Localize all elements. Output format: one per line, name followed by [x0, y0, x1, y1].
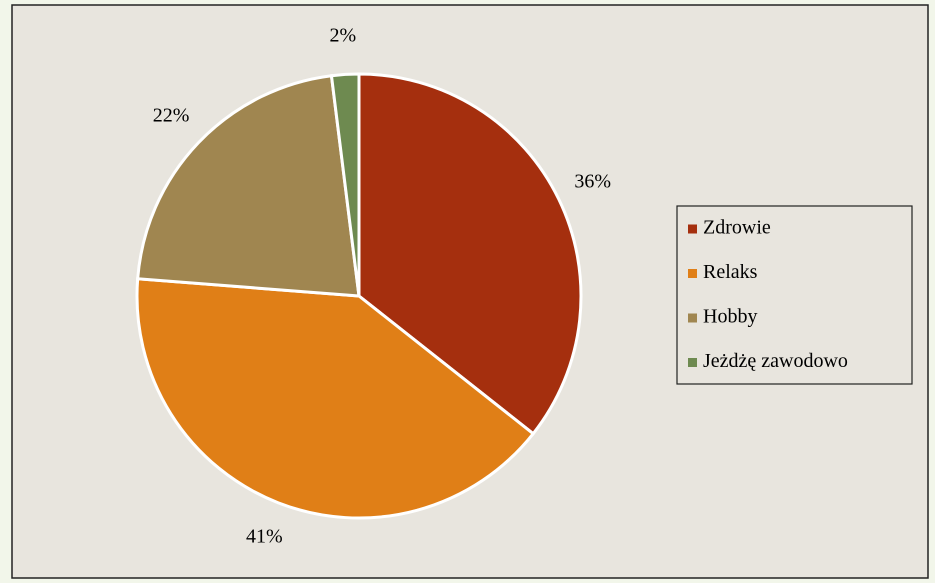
legend-label: Zdrowie — [703, 217, 771, 239]
data-label: 41% — [246, 525, 283, 547]
data-label: 36% — [574, 170, 611, 192]
legend-swatch — [688, 224, 697, 234]
legend-box — [676, 205, 913, 385]
pie-slice — [135, 277, 536, 520]
pie-slice — [357, 72, 583, 436]
pie-slice — [136, 74, 361, 298]
legend-swatch — [688, 313, 697, 323]
data-label: 2% — [330, 24, 357, 46]
legend-label: Hobby — [703, 306, 757, 328]
legend-swatch — [688, 269, 697, 278]
data-label: 22% — [153, 104, 190, 126]
legend-swatch — [688, 358, 697, 367]
legend-label: Jeżdżę zawodowo — [703, 350, 848, 372]
pie-slice — [329, 72, 361, 297]
legend-label: Relaks — [703, 261, 758, 283]
